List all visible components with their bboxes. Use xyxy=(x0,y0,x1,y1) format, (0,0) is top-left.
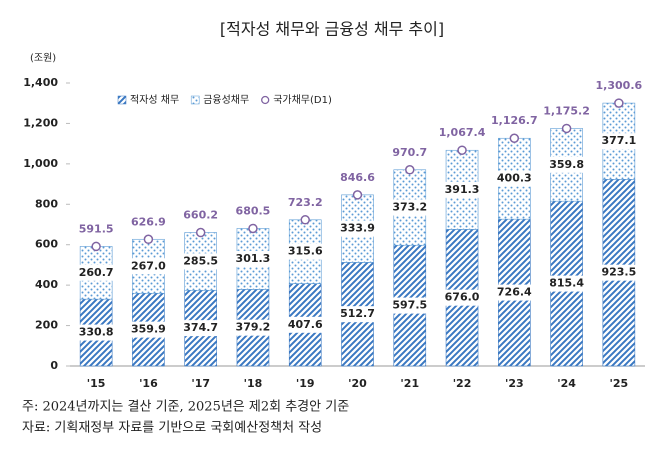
total-marker xyxy=(91,241,101,252)
x-tick-label: '23 xyxy=(505,377,524,390)
x-tick-label: '16 xyxy=(139,377,158,390)
y-tick-label: 400 xyxy=(35,278,58,291)
value-label: 597.5 xyxy=(392,299,427,312)
total-label: 1,067.4 xyxy=(439,126,486,139)
value-label-bg xyxy=(76,264,117,281)
value-label-bg xyxy=(389,199,430,216)
y-tick-label: 800 xyxy=(35,197,58,210)
total-label: 846.6 xyxy=(340,171,375,184)
x-tick-label: '17 xyxy=(191,377,210,390)
legend-swatch xyxy=(190,95,200,105)
value-label: 333.9 xyxy=(340,222,375,235)
value-label: 315.6 xyxy=(288,245,323,258)
value-label-bg xyxy=(337,220,378,237)
total-label: 591.5 xyxy=(79,222,114,235)
source: 자료: 기획재정부 자료를 기반으로 국회예산정책처 작성 xyxy=(22,421,322,436)
value-label-bg xyxy=(494,170,535,187)
value-label-bg xyxy=(180,253,221,270)
value-label-bg xyxy=(285,243,326,260)
total-marker xyxy=(614,98,624,108)
value-label-bg xyxy=(546,275,587,292)
value-label-bg xyxy=(128,258,169,275)
value-label: 330.8 xyxy=(79,326,114,339)
value-label-bg xyxy=(285,316,326,333)
value-label: 726.4 xyxy=(497,286,532,299)
note: 주: 2024년까지는 결산 기준, 2025년은 제2회 추경안 기준 xyxy=(22,400,349,415)
total-label: 1,175.2 xyxy=(543,104,590,117)
total-marker xyxy=(195,227,206,238)
total-label: 1,300.6 xyxy=(596,79,643,92)
total-label: 660.2 xyxy=(183,209,218,222)
chart-title: [적자성 채무와 금융성 채무 추이] xyxy=(220,20,444,39)
legend-marker xyxy=(261,95,270,105)
value-label-bg xyxy=(337,306,378,323)
value-label: 512.7 xyxy=(340,307,375,320)
value-label: 373.2 xyxy=(392,200,427,213)
value-label-bg xyxy=(494,284,535,301)
x-tick-label: '19 xyxy=(296,377,315,390)
x-tick-label: '20 xyxy=(348,377,367,390)
value-label: 407.6 xyxy=(288,318,323,331)
legend-label: 국가채무(D1) xyxy=(273,94,332,106)
legend-label: 금융성채무 xyxy=(203,94,249,106)
total-label: 680.5 xyxy=(236,204,271,217)
y-tick-label: 1,000 xyxy=(23,157,58,170)
value-label: 676.0 xyxy=(445,291,480,304)
value-label-bg xyxy=(76,324,117,341)
legend-swatch xyxy=(117,95,127,105)
value-label: 391.3 xyxy=(445,183,480,196)
total-marker xyxy=(561,123,572,134)
total-marker xyxy=(405,165,415,175)
y-tick-label: 1,400 xyxy=(23,76,58,89)
value-label: 374.7 xyxy=(183,321,218,334)
value-label: 359.8 xyxy=(549,158,584,171)
value-label-bg xyxy=(442,181,483,198)
x-tick-label: '15 xyxy=(87,377,106,390)
total-marker xyxy=(248,223,258,234)
value-label: 301.3 xyxy=(236,252,271,265)
value-label-bg xyxy=(389,297,430,314)
total-label: 626.9 xyxy=(131,215,166,228)
total-marker xyxy=(352,190,363,200)
y-unit: (조원) xyxy=(30,52,56,64)
y-tick-label: 1,200 xyxy=(23,116,58,129)
value-label-bg xyxy=(180,320,221,337)
value-label: 815.4 xyxy=(549,277,584,290)
value-label-bg xyxy=(232,319,273,336)
total-marker xyxy=(300,215,310,225)
value-label-bg xyxy=(128,321,169,338)
total-label: 1,126.7 xyxy=(491,114,538,127)
value-label: 377.1 xyxy=(601,134,636,147)
y-tick-label: 0 xyxy=(50,359,58,372)
value-label: 267.0 xyxy=(131,259,166,272)
value-label-bg xyxy=(598,133,639,150)
value-label: 260.7 xyxy=(79,266,114,279)
total-marker xyxy=(143,234,154,245)
value-label-bg xyxy=(598,264,639,281)
total-marker xyxy=(457,145,467,155)
total-label: 970.7 xyxy=(392,146,427,159)
total-marker xyxy=(509,133,520,143)
value-label: 923.5 xyxy=(601,266,636,279)
legend-label: 적자성 채무 xyxy=(130,94,179,106)
x-tick-label: '21 xyxy=(400,377,419,390)
value-label-bg xyxy=(232,250,273,267)
value-label: 379.2 xyxy=(236,321,271,334)
y-tick-label: 200 xyxy=(35,319,58,332)
x-tick-label: '25 xyxy=(610,377,629,390)
value-label: 285.5 xyxy=(183,254,218,267)
x-tick-label: '22 xyxy=(453,377,472,390)
value-label: 400.3 xyxy=(497,172,532,185)
total-label: 723.2 xyxy=(288,196,323,209)
x-tick-label: '18 xyxy=(244,377,263,390)
x-tick-label: '24 xyxy=(557,377,576,390)
value-label-bg xyxy=(442,289,483,306)
y-tick-label: 600 xyxy=(35,238,58,251)
value-label: 359.9 xyxy=(131,323,166,336)
value-label-bg xyxy=(546,156,587,173)
